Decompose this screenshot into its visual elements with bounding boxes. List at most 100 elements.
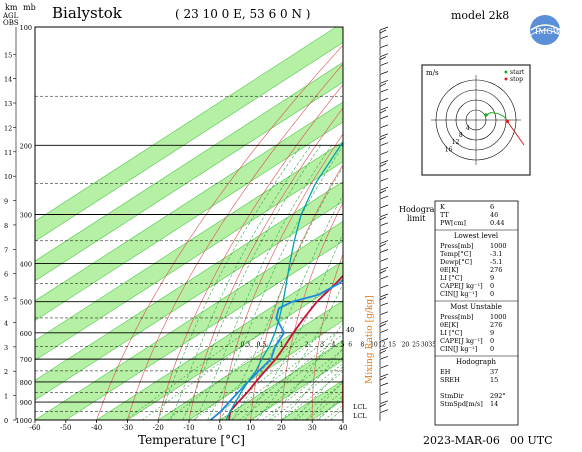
height-tick-label: 2	[4, 368, 8, 376]
station-coords: ( 23 10 0 E, 53 6 0 N )	[175, 7, 310, 21]
height-tick-label: 8	[4, 222, 8, 230]
height-tick-label: 4	[4, 319, 8, 327]
barb-flag	[380, 410, 388, 413]
barb-flag	[380, 350, 386, 353]
height-tick-label: 5	[4, 295, 8, 303]
right-mark-label: LCL	[353, 412, 367, 420]
hodograph-ring-label: 16	[445, 146, 453, 153]
barb-flag	[380, 30, 386, 33]
barb-flag	[380, 250, 388, 253]
pressure-tick-label: 500	[20, 299, 32, 307]
barb-flag	[380, 205, 388, 208]
barb-flag	[380, 294, 388, 297]
barb-flag	[380, 258, 388, 261]
barb-flag	[380, 374, 388, 377]
stats-value: 1000	[490, 242, 507, 250]
barb-flag	[380, 190, 386, 193]
height-tick-label: 15	[4, 51, 12, 59]
barb-flag	[380, 330, 388, 333]
stats-value: -3.1	[490, 250, 503, 258]
barb-flag	[380, 187, 388, 190]
barb-flag	[380, 270, 386, 273]
mixing-ratio-tick: 0.5	[257, 341, 267, 348]
barb-flag	[380, 83, 386, 86]
x-tick-label: 10	[246, 424, 255, 432]
barb-flag	[380, 57, 386, 60]
mixing-ratio-tick: 3	[320, 341, 324, 348]
hodograph-ring-label: 8	[459, 132, 463, 139]
barb-flag	[380, 276, 388, 279]
stats-key: CAPE[J kg⁻¹]	[440, 282, 483, 290]
barb-flag	[380, 303, 388, 306]
barb-flag	[380, 63, 388, 66]
stats-key: Press[mb]	[440, 242, 473, 250]
stats-key: Temp[°C]	[440, 250, 471, 258]
pressure-tick-label: 200	[20, 142, 32, 150]
pressure-tick-label: 800	[20, 379, 32, 387]
x-tick-label: -60	[29, 424, 40, 432]
barb-flag	[380, 152, 388, 155]
barb-flag	[380, 365, 388, 368]
barb-flag	[380, 143, 388, 146]
dry-adiabat	[553, 27, 582, 420]
height-tick-label: 1	[4, 393, 8, 401]
x-tick-label: 40	[339, 424, 348, 432]
pressure-tick-label: 100	[20, 24, 32, 32]
height-tick-label: 9	[4, 198, 8, 206]
barb-flag	[380, 223, 388, 226]
svg-text:limit: limit	[407, 214, 426, 223]
mixing-ratio-tick: 2	[305, 341, 309, 348]
stats-value: 292°	[490, 392, 506, 400]
stats-key: StmDir	[440, 392, 465, 400]
stats-value: 0	[490, 345, 494, 353]
stats-value: 0	[490, 282, 494, 290]
stats-key: θE[K]	[440, 321, 459, 329]
x-tick-label: -10	[183, 424, 194, 432]
stats-value: 0.44	[490, 219, 504, 227]
barb-flag	[380, 36, 388, 39]
hodograph-ring-label: 12	[452, 139, 460, 146]
hodograph-stop-point	[505, 119, 509, 123]
hodograph-ring-label: 4	[466, 125, 470, 132]
barb-flag	[380, 137, 386, 140]
km-unit-label: km	[5, 3, 18, 12]
stats-key: PW[cm]	[440, 219, 466, 227]
stats-value: 0	[490, 290, 494, 298]
dry-adiabat	[529, 27, 582, 420]
barb-flag	[380, 161, 388, 164]
stats-value: 15	[490, 376, 498, 384]
barb-flag	[380, 178, 388, 181]
barb-flag	[380, 324, 386, 327]
mixing-ratio-tick: 1	[280, 341, 284, 348]
height-tick-label: 6	[4, 271, 8, 279]
stats-key: θE[K]	[440, 266, 459, 274]
stats-value: 9	[490, 329, 494, 337]
barb-flag	[380, 377, 386, 380]
mixing-ratio-tick: 25	[412, 341, 420, 348]
stats-key: TT	[440, 211, 449, 219]
obs-label: OBS	[3, 19, 19, 27]
mixing-ratio-tick: 12	[378, 341, 386, 348]
stats-value: 276	[490, 321, 502, 329]
stats-key: StmSpd[m/s]	[440, 400, 483, 408]
pressure-tick-label: 1000	[15, 417, 32, 425]
barb-flag	[380, 110, 386, 113]
barb-flag	[380, 134, 388, 137]
barb-flag	[380, 285, 388, 288]
stats-key: Dewp[°C]	[440, 258, 472, 266]
barb-flag	[380, 27, 388, 30]
barb-flag	[380, 125, 388, 128]
stats-value: -5.1	[490, 258, 503, 266]
right-mark-label: LCL	[353, 403, 367, 411]
stats-key: SREH	[440, 376, 460, 384]
hodograph-units: m/s	[426, 69, 439, 77]
mixing-ratio-tick: 5	[341, 341, 345, 348]
stats-key: K	[440, 203, 445, 211]
barb-flag	[380, 80, 388, 83]
